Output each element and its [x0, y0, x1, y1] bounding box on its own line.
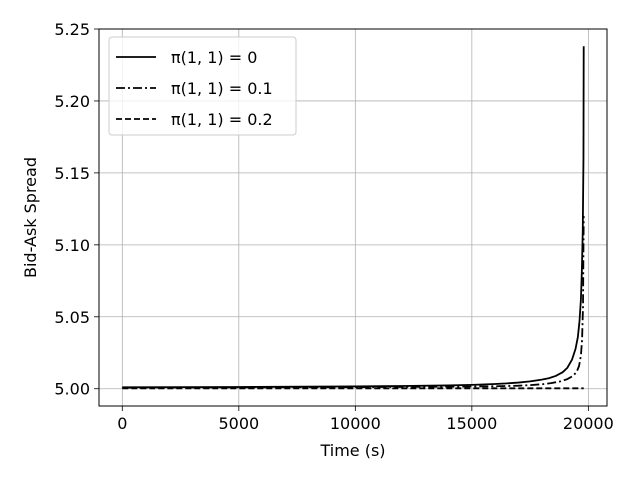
legend-entry: π(1, 1) = 0.2: [116, 110, 273, 129]
series-line-1: [122, 46, 585, 389]
legend-items: π(1, 1) = 0 π(1, 1) = 0.1 π(1, 1) = 0.2: [116, 48, 273, 129]
series-line-2: [122, 216, 585, 389]
tick-layer: 0 5000 10000 15000 20000 5.00 5.05 5.10 5.15 5.20…: [54, 20, 613, 433]
legend-label: π(1, 1) = 0: [171, 48, 257, 67]
y-tick-label: 5.25: [54, 20, 90, 39]
series-layer: [122, 46, 585, 390]
y-tick-label: 5.20: [54, 92, 90, 111]
x-tick-label: 5000: [218, 414, 259, 433]
legend: π(1, 1) = 0 π(1, 1) = 0.1 π(1, 1) = 0.2: [108, 36, 297, 136]
plot-frame: [98, 28, 608, 407]
legend-entry: π(1, 1) = 0: [116, 48, 257, 67]
legend-box: [108, 36, 297, 136]
legend-label: π(1, 1) = 0.2: [171, 110, 273, 129]
legend-label: π(1, 1) = 0.1: [171, 79, 273, 98]
x-tick-label: 20000: [563, 414, 614, 433]
y-tick-label: 5.10: [54, 236, 90, 255]
x-axis-title: Time (s): [319, 441, 385, 460]
y-tick-label: 5.05: [54, 308, 90, 327]
legend-entry: π(1, 1) = 0.1: [116, 79, 273, 98]
y-axis-title: Bid-Ask Spread: [21, 157, 40, 278]
x-tick-label: 15000: [446, 414, 497, 433]
y-tick-label: 5.15: [54, 164, 90, 183]
x-tick-label: 10000: [330, 414, 381, 433]
y-tick-label: 5.00: [54, 380, 90, 399]
x-tick-label: 0: [117, 414, 127, 433]
